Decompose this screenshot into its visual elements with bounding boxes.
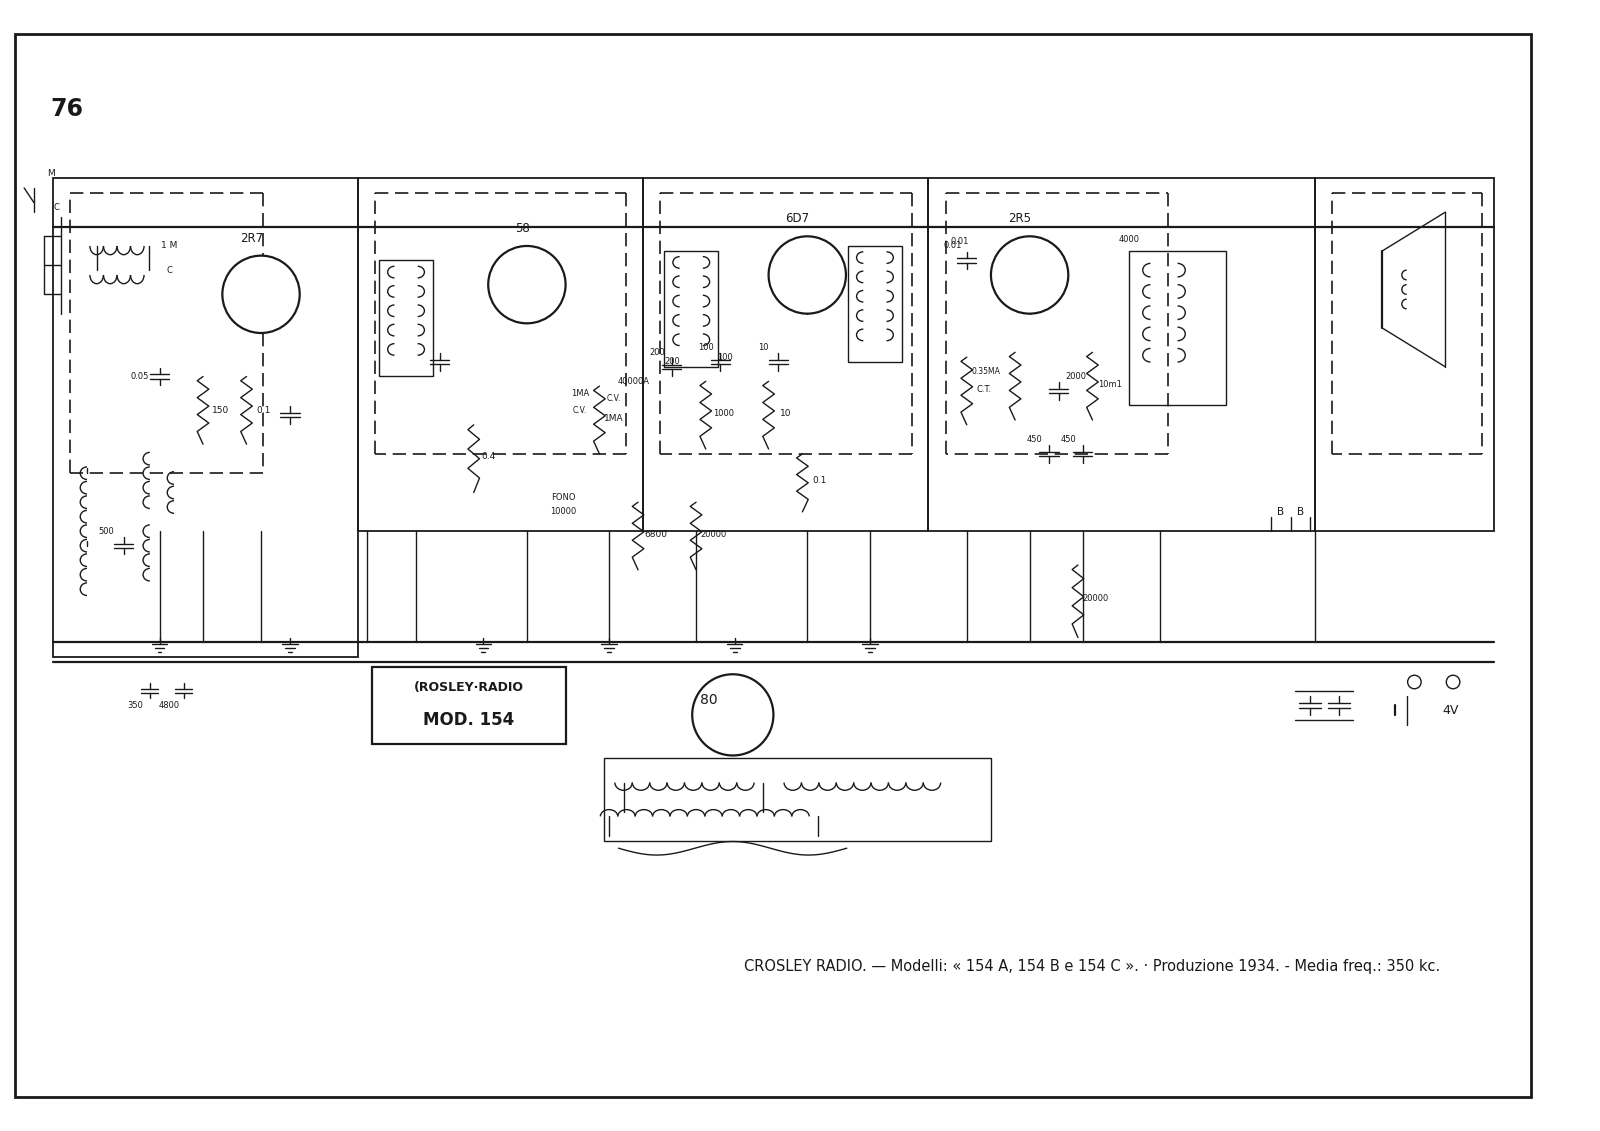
Text: 6800: 6800	[643, 529, 667, 538]
Text: 4V: 4V	[1442, 703, 1458, 717]
Text: C: C	[53, 202, 59, 211]
Text: 2000: 2000	[1066, 372, 1086, 381]
Text: (ROSLEY·RADIO: (ROSLEY·RADIO	[414, 681, 523, 694]
Text: 0.01: 0.01	[950, 236, 970, 245]
Text: C.V.: C.V.	[573, 406, 587, 415]
Text: 100: 100	[717, 353, 733, 362]
Text: 76: 76	[50, 96, 83, 121]
Text: 0.35MA: 0.35MA	[971, 368, 1000, 377]
Text: 6D7: 6D7	[786, 213, 810, 225]
Text: 0.1: 0.1	[256, 406, 270, 415]
Bar	[1130, 251, 1226, 406]
Text: 40000A: 40000A	[618, 377, 650, 386]
Text: 500: 500	[99, 527, 114, 536]
Text: C: C	[166, 266, 173, 275]
Circle shape	[768, 236, 846, 313]
Text: C.V.: C.V.	[606, 395, 621, 404]
Text: M: M	[48, 169, 54, 178]
Text: 2R5: 2R5	[1008, 213, 1032, 225]
Text: 1 M: 1 M	[162, 242, 178, 250]
Text: 350: 350	[128, 701, 144, 709]
Text: 4000: 4000	[1118, 235, 1139, 243]
Bar	[379, 260, 434, 377]
Bar	[928, 179, 1315, 532]
Bar	[373, 666, 565, 744]
Circle shape	[990, 236, 1069, 313]
Bar	[848, 245, 902, 362]
Text: 200: 200	[664, 357, 680, 366]
Text: 1MA: 1MA	[571, 389, 589, 398]
Circle shape	[488, 245, 565, 323]
Text: 10000: 10000	[550, 508, 576, 517]
Text: 4800: 4800	[158, 701, 179, 709]
Text: 20000: 20000	[701, 529, 726, 538]
Text: 10: 10	[781, 408, 792, 417]
Text: C.T.: C.T.	[976, 385, 992, 394]
Bar	[664, 251, 718, 366]
Text: 80: 80	[699, 693, 717, 707]
Bar	[1315, 179, 1494, 532]
Bar	[53, 179, 358, 657]
Bar	[358, 179, 643, 532]
Text: 0.01: 0.01	[942, 242, 962, 250]
Text: 20000: 20000	[1082, 595, 1109, 603]
Text: B: B	[1277, 507, 1285, 517]
Text: 450: 450	[1061, 434, 1077, 443]
Text: 200: 200	[650, 348, 666, 356]
Text: 0.4: 0.4	[482, 452, 496, 461]
Text: 10: 10	[758, 343, 770, 352]
Text: 100: 100	[698, 343, 714, 352]
Text: 1000: 1000	[712, 408, 734, 417]
Bar	[643, 179, 928, 532]
Text: CROSLEY RADIO. — Modelli: « 154 A, 154 B e 154 C ». · Produzione 1934. - Media f: CROSLEY RADIO. — Modelli: « 154 A, 154 B…	[744, 959, 1440, 974]
Text: 450: 450	[1027, 434, 1042, 443]
Text: 150: 150	[211, 406, 229, 415]
Bar	[605, 759, 990, 840]
Text: 0.1: 0.1	[813, 476, 827, 485]
Text: B: B	[1296, 507, 1304, 517]
Text: FONO: FONO	[552, 493, 576, 502]
Circle shape	[693, 674, 773, 756]
Text: 1MA: 1MA	[605, 414, 624, 423]
Text: 0.05: 0.05	[131, 372, 149, 381]
Text: 2R7: 2R7	[240, 232, 262, 244]
Text: MOD. 154: MOD. 154	[424, 710, 515, 728]
Text: 58: 58	[515, 222, 530, 235]
Circle shape	[222, 256, 299, 333]
Text: 10m1: 10m1	[1098, 380, 1122, 389]
